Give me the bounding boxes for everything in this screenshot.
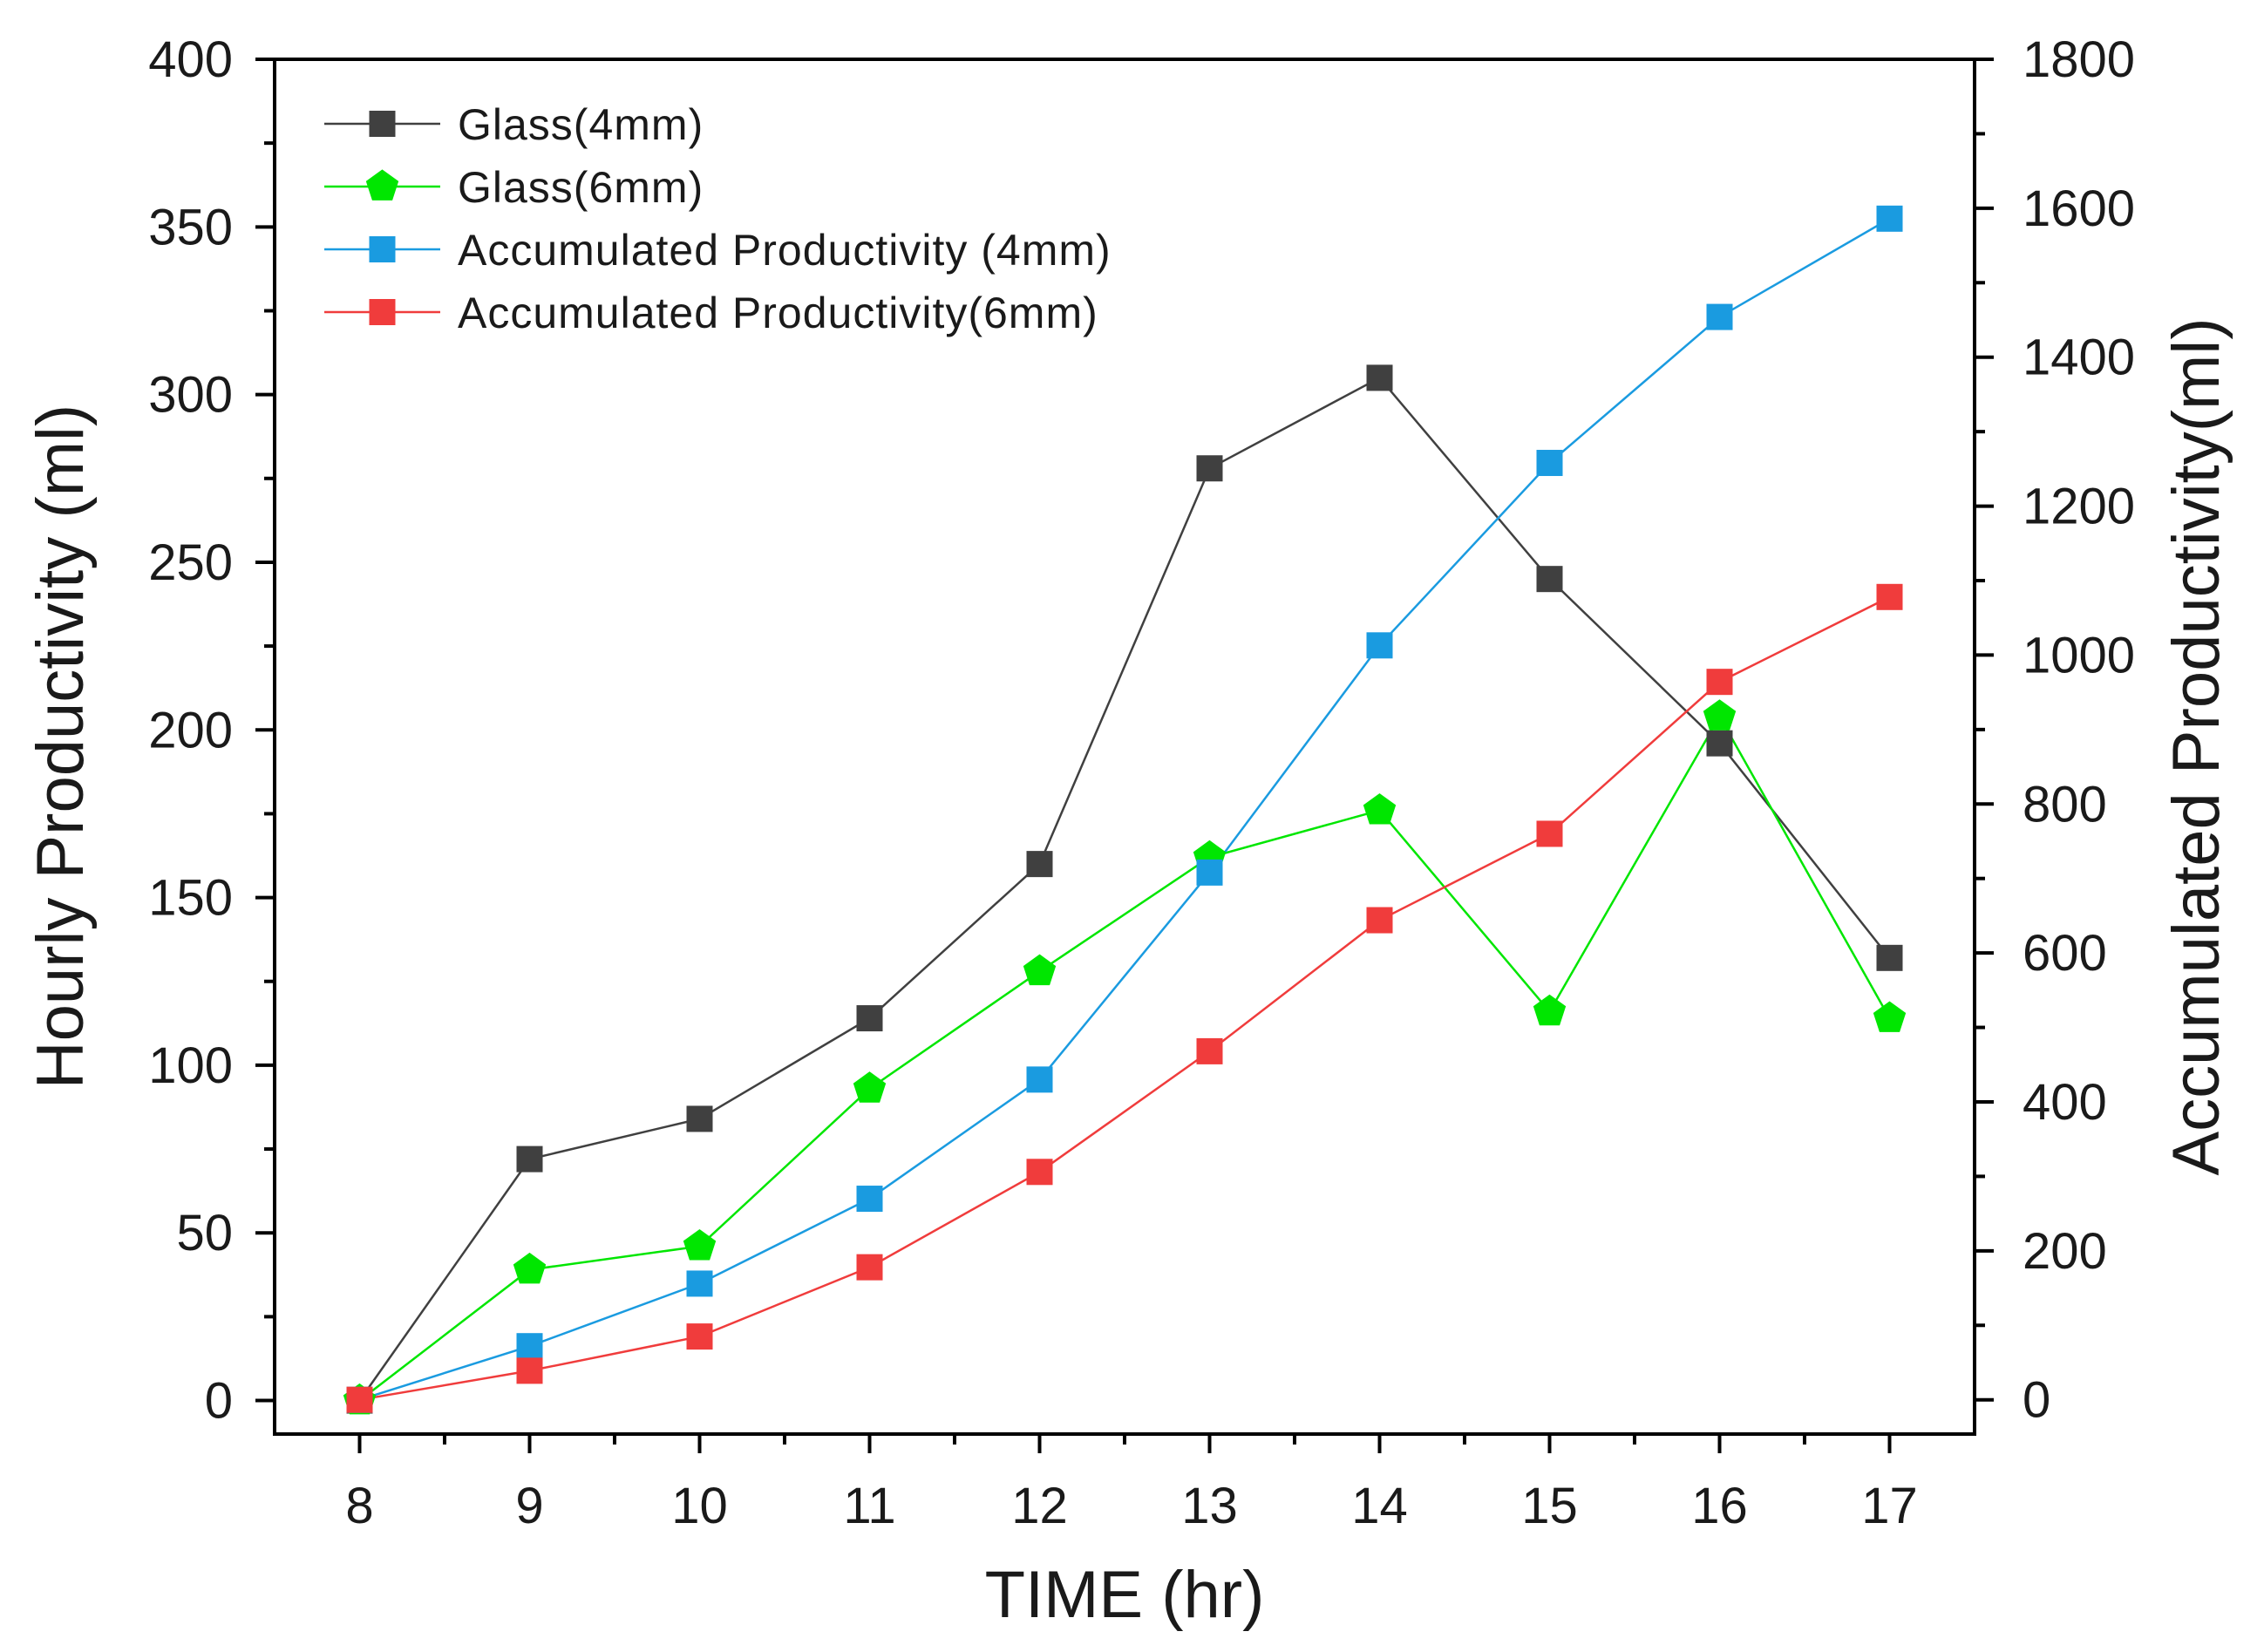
legend-marker-1 [369,111,396,137]
series-markers-layer [343,205,1907,1415]
y2-tick-label: 1400 [2023,330,2135,386]
series-line-3 [359,217,1891,1401]
x-axis-title: TIME (hr) [985,1558,1265,1632]
series-4-point [346,1386,373,1413]
y-tick-label: 300 [148,367,233,424]
series-4-point [1026,1159,1053,1186]
series-3-point [686,1270,713,1297]
series-1-point [1026,851,1053,878]
x-tick-label: 11 [843,1478,895,1534]
y-tick-label: 0 [205,1373,233,1430]
series-1-point [1196,455,1223,482]
series-3-point [1876,205,1903,232]
x-tick-label: 8 [345,1478,373,1534]
series-1-point [1876,944,1903,971]
x-tick-label: 16 [1691,1478,1748,1534]
series-1-point [1366,364,1393,391]
y2-tick-label: 1600 [2023,180,2135,237]
y-tick-label: 50 [176,1205,233,1261]
right-y-axis-title: Accumulated Productivity(ml) [2159,317,2233,1175]
y-tick-label: 350 [148,199,233,255]
series-2-point [683,1228,717,1261]
y2-tick-label: 800 [2023,776,2107,833]
y2-tick-label: 1200 [2023,479,2135,535]
series-lines-layer [358,217,1891,1402]
left-y-axis-title: Hourly Productivity (ml) [24,405,98,1089]
x-tick-label: 13 [1181,1478,1238,1534]
y-tick-label: 150 [148,870,233,927]
x-tick-label: 12 [1011,1478,1068,1534]
x-tick-label: 17 [1861,1478,1918,1534]
y2-tick-label: 0 [2023,1372,2050,1429]
series-2-point [853,1071,887,1103]
series-line-4 [359,595,1891,1401]
series-2-point [1023,954,1057,986]
series-1-point [856,1005,883,1032]
y-tick-label: 100 [148,1037,233,1094]
series-4-point [686,1323,713,1350]
series-3-point [1196,859,1223,886]
series-3-point [856,1186,883,1213]
legend-marker-4 [369,299,396,325]
y-tick-label: 400 [148,31,233,88]
legend-label-3: Accumulated Productivity (4mm) [458,226,1112,275]
series-4-point [1366,907,1393,934]
legend-label-4: Accumulated Productivity(6mm) [458,289,1098,337]
y2-tick-label: 400 [2023,1074,2107,1131]
x-tick-label: 9 [515,1478,543,1534]
series-2-point [1873,1001,1907,1032]
series-3-point [1706,303,1733,330]
series-2-point [1533,994,1567,1026]
series-4-point [1536,820,1563,847]
y-tick-label: 200 [148,702,233,758]
series-3-point [1536,450,1563,477]
legend: Glass(4mm) Glass(6mm) Accumulated Producti… [324,100,1112,337]
x-tick-label: 15 [1521,1478,1578,1534]
legend-label-2: Glass(6mm) [458,163,704,212]
legend-marker-3 [369,236,396,262]
series-3-point [1366,632,1393,659]
series-2-point [1363,792,1397,825]
legend-marker-2 [365,169,399,201]
y2-tick-label: 1000 [2023,627,2135,683]
series-4-point [1706,669,1733,696]
series-4-point [856,1254,883,1281]
series-2-point [513,1252,547,1284]
y2-tick-label: 200 [2023,1223,2107,1280]
series-4-point [1876,583,1903,610]
axes-layer: 8 9 10 11 12 13 14 15 16 17 0 50 100 150 200 250 300 350 4… [148,31,2135,1534]
series-1-point [686,1105,713,1132]
series-3-point [516,1333,543,1360]
series-3-point [1026,1066,1053,1093]
series-line-2 [358,714,1891,1402]
y-tick-label: 250 [148,534,233,591]
y2-tick-label: 1800 [2023,31,2135,88]
series-line-1 [358,376,1891,1402]
series-4-point [1196,1037,1223,1064]
series-1-point [1706,730,1733,757]
x-tick-label: 10 [671,1478,728,1534]
legend-label-1: Glass(4mm) [458,100,704,149]
x-tick-label: 14 [1351,1478,1408,1534]
series-1-point [1536,566,1563,593]
y2-tick-label: 600 [2023,925,2107,982]
series-2-point [1703,699,1737,731]
series-1-point [516,1146,543,1173]
series-4-point [516,1357,543,1384]
